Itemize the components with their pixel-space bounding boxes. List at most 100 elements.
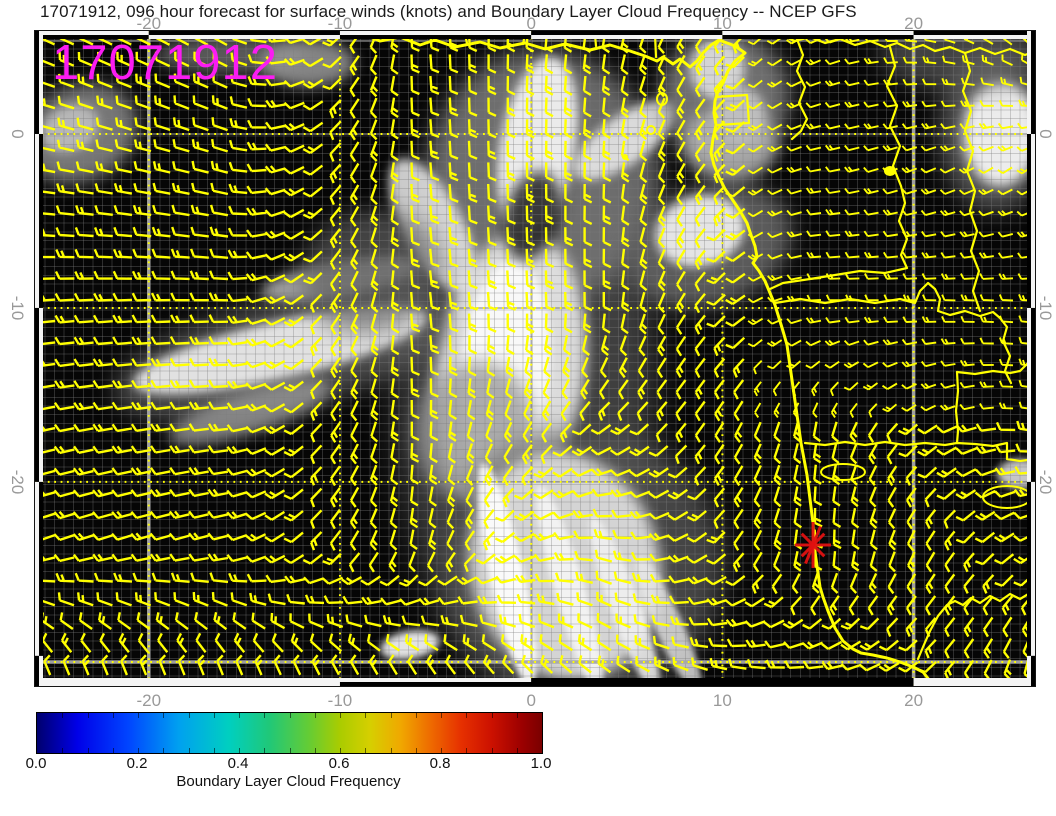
x-axis-tick-label-top: 10 xyxy=(712,14,732,33)
country-border xyxy=(773,281,1013,385)
colorbar-minor-tick xyxy=(188,713,190,718)
wind-barbs-land xyxy=(747,31,1033,418)
location-star-marker xyxy=(804,525,822,565)
colorbar-minor-tick xyxy=(163,713,165,718)
y-axis-tick-label-left: -20 xyxy=(8,469,27,495)
y-axis-tick-label-left: -10 xyxy=(8,295,27,321)
map-border-stripe-right xyxy=(1027,133,1031,308)
x-axis-tick-label-bottom: -10 xyxy=(327,691,353,710)
colorbar-tick-label: 0.2 xyxy=(126,755,148,772)
map-border-stripe-left xyxy=(39,133,43,308)
map-border-stripe-right xyxy=(1031,133,1035,308)
map-border-stripe-top xyxy=(531,31,723,35)
map-border-stripe-left xyxy=(35,655,39,686)
colorbar xyxy=(36,712,543,754)
map-border-stripe-top xyxy=(913,31,1035,35)
colorbar-tick-label: 0.4 xyxy=(227,755,249,772)
map-border-stripe-left xyxy=(39,31,43,134)
map-border-stripe-left xyxy=(35,133,39,308)
colorbar-minor-tick xyxy=(390,748,392,753)
colorbar-minor-tick xyxy=(289,713,291,718)
plot-title: 17071912, 096 hour forecast for surface … xyxy=(40,2,857,21)
colorbar-minor-tick xyxy=(213,713,215,718)
colorbar-minor-tick xyxy=(87,748,89,753)
y-axis-tick-label-right: -20 xyxy=(1036,469,1055,495)
map-border-stripe-top xyxy=(148,35,340,39)
island-outline xyxy=(646,125,656,135)
map-border-stripe-right xyxy=(1027,481,1031,656)
map-border-stripe-left xyxy=(35,31,39,134)
colorbar-minor-tick xyxy=(314,713,316,718)
map-border-stripe-right xyxy=(1027,655,1031,686)
map-border-stripe-top xyxy=(339,35,532,39)
wind-barbs xyxy=(35,31,1035,681)
colorbar-minor-tick xyxy=(441,713,442,718)
island-outline xyxy=(820,463,866,481)
x-axis-tick-label-top: -10 xyxy=(327,14,353,33)
map-border-stripe-bottom xyxy=(35,678,532,682)
colorbar-title: Boundary Layer Cloud Frequency xyxy=(176,773,401,790)
colorbar-minor-tick xyxy=(390,713,392,718)
colorbar-minor-tick xyxy=(138,713,139,718)
map-border-stripe-bottom xyxy=(35,682,340,686)
x-axis-tick-label-top: -20 xyxy=(136,14,162,33)
map-border-stripe-bottom xyxy=(913,678,1035,682)
map-border-stripe-top xyxy=(339,31,532,35)
colorbar-minor-tick xyxy=(491,748,493,753)
colorbar-minor-tick xyxy=(466,713,468,718)
colorbar-minor-tick xyxy=(138,748,139,753)
colorbar-minor-tick xyxy=(415,748,417,753)
country-border xyxy=(768,45,909,291)
colorbar-minor-tick xyxy=(264,713,266,718)
map-border-stripe-right xyxy=(1031,307,1035,482)
x-axis-tick-label-bottom: -20 xyxy=(136,691,162,710)
colorbar-minor-tick xyxy=(516,713,518,718)
map-border-stripe-bottom xyxy=(531,678,914,682)
y-axis-tick-label-right: 0 xyxy=(1036,129,1055,139)
map-border-stripe-top xyxy=(913,35,1035,39)
colorbar-minor-tick xyxy=(62,713,64,718)
map-border-stripe-top xyxy=(722,35,914,39)
country-border xyxy=(954,370,960,445)
plot-overlay xyxy=(35,31,1035,686)
map-border-stripe-top xyxy=(35,31,149,35)
y-axis-tick-label-left: 0 xyxy=(8,129,27,139)
colorbar-minor-tick xyxy=(87,713,89,718)
colorbar-minor-tick xyxy=(516,748,518,753)
coastline xyxy=(363,33,952,686)
country-border xyxy=(803,440,1035,463)
colorbar-tick-label: 0.0 xyxy=(25,755,47,772)
map-border-stripe-right xyxy=(1031,481,1035,656)
colorbar-minor-tick xyxy=(112,713,114,718)
colorbar-minor-tick xyxy=(62,748,64,753)
x-axis-tick-label-bottom: 10 xyxy=(712,691,732,710)
colorbar-minor-tick xyxy=(340,713,341,718)
map-border-stripe-left xyxy=(39,481,43,656)
country-border xyxy=(790,37,809,141)
colorbar-minor-tick xyxy=(239,713,240,718)
island-outline xyxy=(982,485,1032,509)
map-border-stripe-left xyxy=(35,307,39,482)
colorbar-minor-tick xyxy=(264,748,266,753)
map-border-stripe-left xyxy=(35,481,39,656)
colorbar-minor-tick xyxy=(314,748,316,753)
map-border-stripe-top xyxy=(531,35,723,39)
run-timestamp-stamp: 17071912 xyxy=(52,36,279,90)
y-axis-tick-label-right: -10 xyxy=(1036,295,1055,321)
country-border xyxy=(961,51,982,313)
map-border-stripe-top xyxy=(148,31,340,35)
colorbar-tick-label: 0.8 xyxy=(429,755,451,772)
graticule-fine-grid xyxy=(35,31,1035,686)
colorbar-minor-tick xyxy=(239,748,240,753)
colorbar-minor-tick xyxy=(340,748,341,753)
map-border-stripe-right xyxy=(1027,31,1031,134)
x-axis-tick-label-top: 0 xyxy=(526,14,536,33)
map-border-stripe-right xyxy=(1027,307,1031,482)
colorbar-minor-tick xyxy=(112,748,114,753)
map-border-stripe-left xyxy=(39,655,43,686)
x-axis-tick-label-bottom: 20 xyxy=(904,691,924,710)
colorbar-minor-tick xyxy=(365,713,367,718)
country-border xyxy=(714,93,751,127)
map-border-stripe-left xyxy=(39,307,43,482)
